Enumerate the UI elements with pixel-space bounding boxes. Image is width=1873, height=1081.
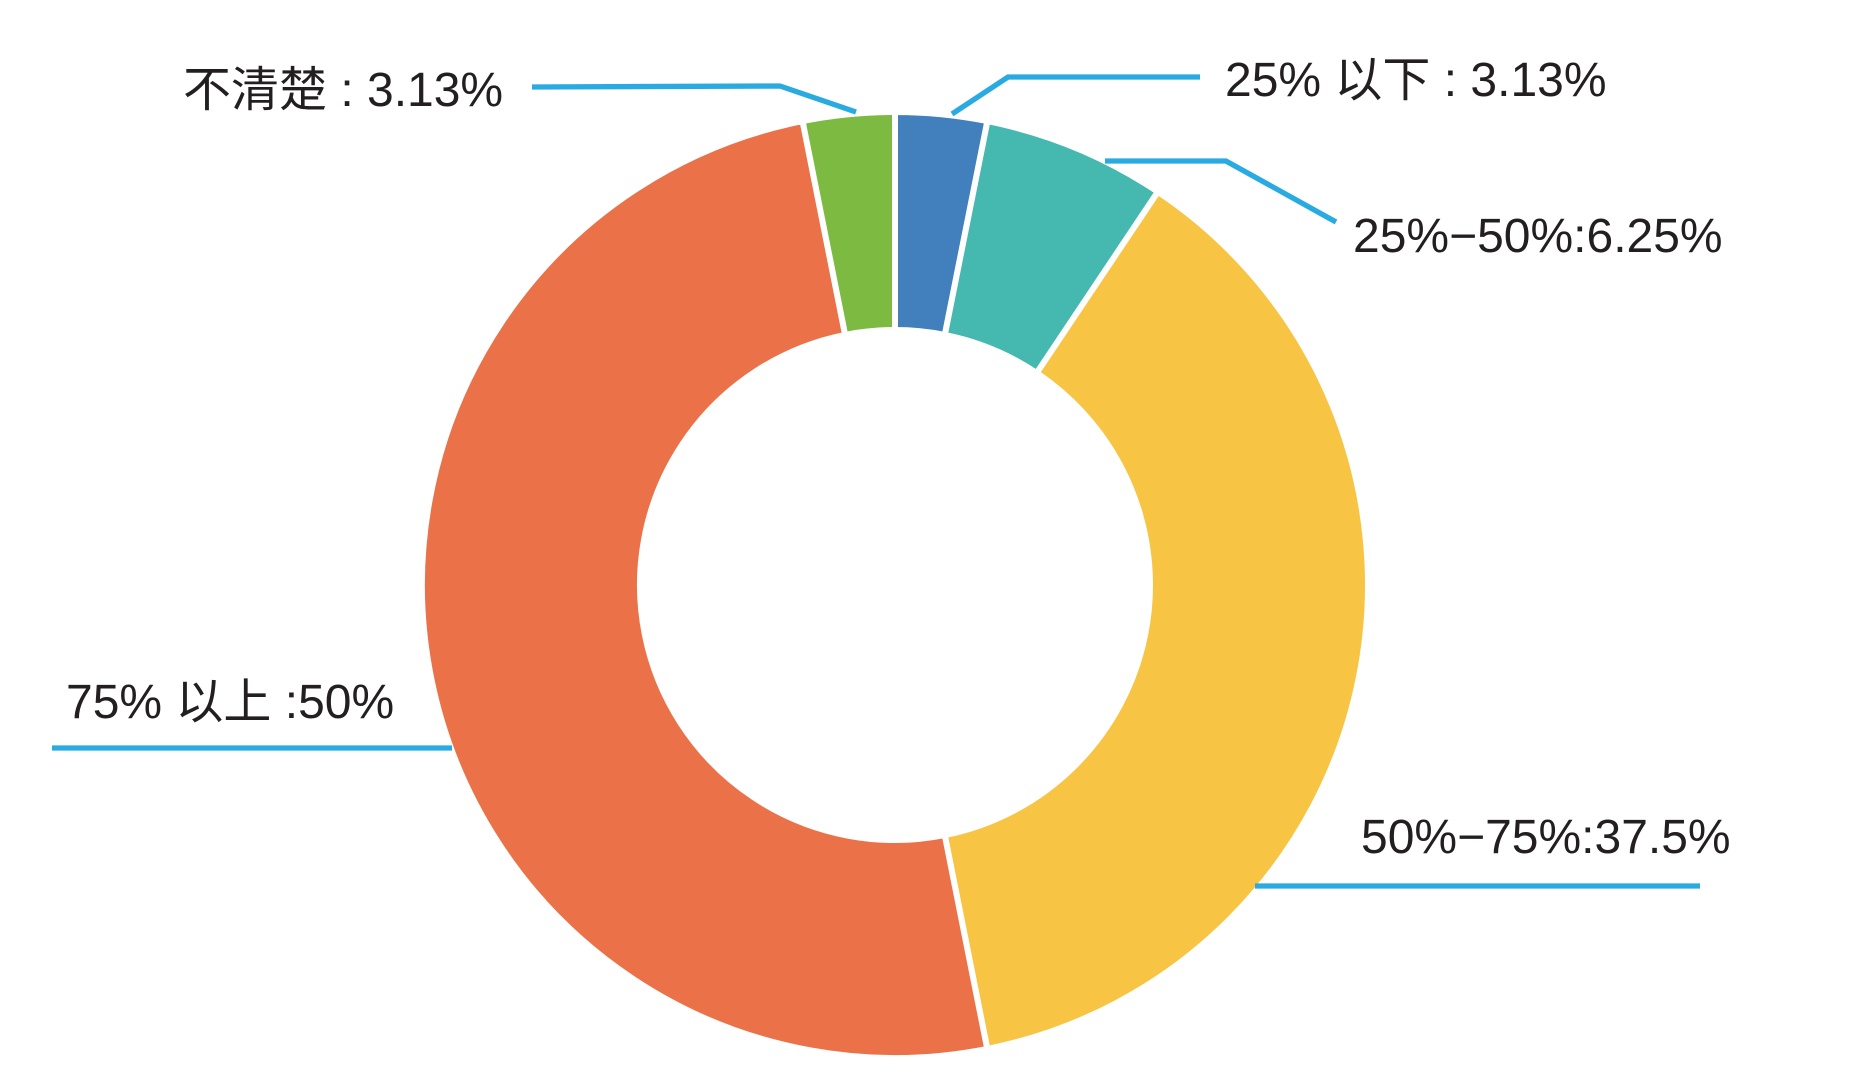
label-group-25-50: 25%−50%:6.25% xyxy=(1105,158,1723,263)
leader-line-below-25 xyxy=(950,74,1200,117)
label-text-50-75: 50%−75%:37.5% xyxy=(1361,811,1731,864)
label-group-50-75: 50%−75%:37.5% xyxy=(1255,811,1731,889)
slice-unclear xyxy=(799,108,898,339)
leader-line-25-50 xyxy=(1105,158,1338,225)
slice-50-75 xyxy=(941,187,1371,1053)
slice-above-75 xyxy=(422,121,987,1058)
leader-line-unclear xyxy=(531,83,857,115)
label-text-below-25: 25% 以下 : 3.13% xyxy=(1225,54,1607,107)
label-text-25-50: 25%−50%:6.25% xyxy=(1353,210,1723,263)
label-group-unclear: 不清楚 : 3.13% xyxy=(183,64,857,117)
label-text-unclear: 不清楚 : 3.13% xyxy=(183,64,503,117)
label-text-above-75: 75% 以上 :50% xyxy=(66,676,394,729)
donut-slices xyxy=(422,108,1371,1058)
label-group-above-75: 75% 以上 :50% xyxy=(52,676,452,751)
label-group-below-25: 25% 以下 : 3.13% xyxy=(950,54,1607,117)
